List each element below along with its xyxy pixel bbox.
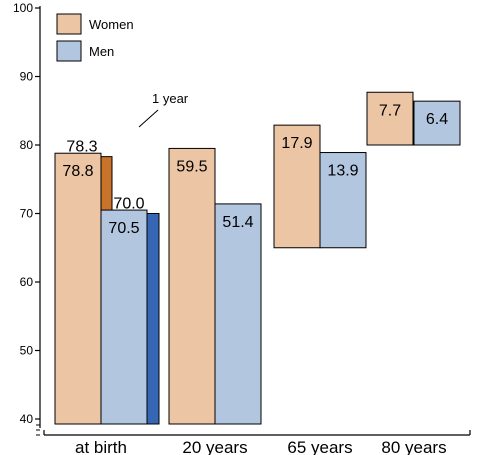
bar-value-label: 13.9 (327, 163, 358, 180)
x-tick-label: 80 years (381, 438, 446, 455)
y-tick-label: 50 (20, 344, 34, 358)
y-tick-label: 70 (20, 207, 34, 221)
bar-value-label: 6.4 (426, 111, 448, 128)
annotation-leader-line (138, 109, 159, 128)
bars: 78.8 70.5 59.5 51.4 17.9 13.9 7.7 6.4 78.3 70.0 (54, 91, 461, 425)
x-tick-label: 20 years (182, 438, 247, 455)
bar-value-label: 7.7 (379, 102, 401, 119)
bar-value-label: 51.4 (222, 214, 253, 231)
bar-women (273, 124, 321, 249)
axes: 40 50 60 70 80 90 100 at birth 20 years 65 years 8… (13, 1, 471, 455)
legend-label: Men (89, 44, 114, 59)
bar-men (319, 152, 367, 249)
bar-value-label: 59.5 (176, 158, 207, 175)
bar-value-label: 70.5 (108, 220, 139, 237)
legend-label: Women (89, 17, 134, 32)
y-tick-label: 100 (13, 1, 33, 15)
y-tick-label: 80 (20, 138, 34, 152)
shadow-bar-value-label: 70.0 (113, 196, 144, 213)
y-tick-label: 40 (20, 412, 34, 426)
x-tick-label: 65 years (287, 438, 352, 455)
bar-value-label: 78.8 (62, 163, 93, 180)
bar-men (214, 203, 262, 425)
x-tick-label: at birth (75, 438, 127, 455)
bar-women (54, 152, 102, 425)
bar-men (413, 100, 461, 146)
y-tick-label: 60 (20, 275, 34, 289)
legend: Women Men (56, 13, 134, 62)
shadow-bar-value-label: 78.3 (66, 139, 97, 156)
legend-swatch-women (56, 13, 82, 35)
annotation: 1 year (138, 91, 189, 128)
y-tick-label: 90 (20, 70, 34, 84)
bar-value-label: 17.9 (281, 135, 312, 152)
legend-swatch-men (56, 40, 82, 62)
bar-men (100, 209, 148, 425)
bar-women (168, 147, 216, 425)
bar-women (366, 91, 414, 146)
annotation-label: 1 year (152, 91, 189, 106)
